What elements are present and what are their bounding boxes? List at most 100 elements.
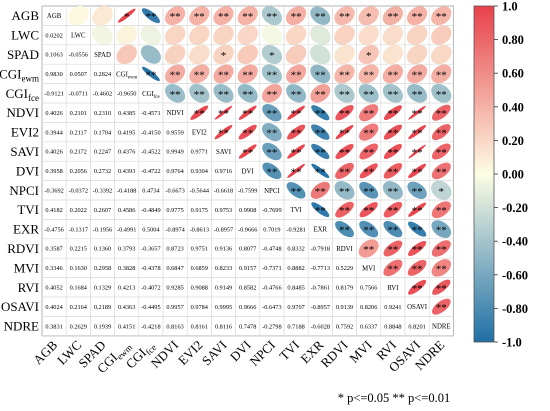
significance-mark: **	[436, 263, 447, 275]
colorbar-tick-label: 0.20	[502, 134, 524, 148]
significance-mark: **	[387, 128, 398, 140]
correlation-value: -0.3657	[141, 246, 160, 253]
correlation-ellipse	[262, 104, 282, 122]
correlation-ellipse	[311, 202, 330, 218]
significance-mark: **	[194, 108, 205, 120]
diagonal-label: EXR	[313, 227, 327, 234]
significance-mark: **	[266, 128, 277, 140]
significance-legend: * p<=0.05 ** p<=0.01	[338, 391, 451, 405]
correlation-value: 0.2189	[94, 304, 111, 311]
correlation-value: 0.8161	[191, 323, 208, 330]
row-label: NDRE	[4, 319, 39, 334]
correlation-value: 0.9949	[166, 149, 183, 156]
colorbar-tick-label: -0.60	[502, 268, 528, 282]
column-label: SAVI	[199, 337, 230, 368]
significance-mark: **	[363, 244, 374, 256]
correlation-value: 0.3831	[45, 323, 62, 330]
correlation-ellipse	[359, 104, 379, 122]
correlation-value: 0.9088	[191, 285, 208, 292]
correlation-ellipse	[406, 44, 428, 65]
significance-mark: **	[266, 89, 277, 101]
correlation-ellipse	[334, 6, 355, 26]
diagonal-label: TVI	[290, 207, 302, 214]
column-label: RDVI	[318, 337, 351, 370]
correlation-ellipse	[431, 298, 451, 315]
correlation-value: 0.8332	[287, 246, 304, 253]
correlation-ellipse	[287, 163, 305, 178]
correlation-ellipse	[214, 105, 233, 120]
significance-mark: **	[387, 147, 398, 159]
significance-mark: **	[412, 108, 423, 120]
correlation-ellipse	[237, 84, 258, 103]
significance-mark: **	[218, 89, 229, 101]
colorbar-tick-label: -0.40	[502, 235, 528, 249]
correlation-ellipse	[334, 181, 355, 200]
diagonal-label: RDVI	[336, 246, 353, 253]
correlation-value: 0.8882	[287, 265, 304, 272]
significance-mark: **	[339, 108, 350, 120]
correlation-value: 0.9707	[287, 304, 304, 311]
significance-mark: *	[124, 11, 130, 23]
correlation-value: 0.9304	[191, 168, 209, 175]
significance-mark: **	[436, 283, 447, 295]
correlation-ellipse	[359, 202, 378, 218]
correlation-value: -0.7599	[238, 188, 257, 195]
correlation-ellipse	[213, 25, 234, 45]
correlation-ellipse	[383, 144, 402, 159]
significance-mark: **	[436, 225, 447, 237]
correlation-ellipse	[383, 124, 402, 140]
correlation-ellipse	[261, 84, 282, 103]
matrix-grid: AGB * ** ** ** ** ** ** ** ** ** * ** ** **0.0202 LWC0.…	[41, 5, 454, 337]
diagonal-label: EVI2	[192, 130, 207, 137]
correlation-value: 0.9149	[215, 285, 232, 292]
correlation-ellipse	[335, 104, 354, 121]
correlation-ellipse	[262, 162, 282, 180]
correlation-value: -0.6618	[214, 188, 233, 195]
correlation-ellipse	[334, 25, 355, 45]
correlation-ellipse	[359, 123, 379, 141]
significance-mark: **	[436, 147, 447, 159]
significance-mark: **	[339, 69, 350, 81]
significance-mark: **	[170, 11, 181, 23]
correlation-ellipse	[262, 142, 282, 161]
correlation-value: 0.3587	[45, 246, 62, 253]
correlation-value: 0.8233	[215, 265, 232, 272]
significance-mark: **	[387, 11, 398, 23]
significance-mark: **	[194, 69, 205, 81]
correlation-ellipse	[431, 83, 452, 103]
correlation-value: 0.9764	[166, 168, 184, 175]
correlation-value: 0.8848	[384, 323, 401, 330]
correlation-ellipse	[286, 64, 307, 84]
correlation-ellipse	[311, 163, 330, 179]
correlation-value: 0.8582	[239, 285, 256, 292]
significance-mark: **	[291, 11, 302, 23]
correlation-ellipse	[213, 44, 234, 65]
significance-mark: **	[363, 166, 374, 178]
correlation-value: 0.5229	[336, 265, 353, 272]
significance-mark: **	[363, 205, 374, 217]
correlation-value: 0.9753	[215, 207, 232, 214]
correlation-value: -0.3692	[44, 188, 63, 195]
correlation-ellipse	[383, 163, 403, 179]
correlation-value: 0.8179	[336, 285, 353, 292]
row-label: TVI	[17, 202, 39, 217]
correlation-value: 0.8116	[215, 323, 232, 330]
correlation-value: -0.7699	[262, 207, 281, 214]
correlation-ellipse	[406, 25, 428, 45]
correlation-ellipse	[382, 25, 404, 45]
correlation-ellipse	[238, 144, 257, 159]
correlation-ellipse	[285, 25, 307, 45]
row-label: EVI2	[11, 125, 39, 140]
significance-mark: **	[339, 89, 350, 101]
correlation-ellipse	[261, 44, 283, 65]
correlation-value: -0.7713	[311, 265, 330, 272]
significance-mark: **	[412, 128, 423, 140]
correlation-ellipse	[358, 64, 379, 84]
significance-mark: **	[339, 205, 350, 217]
row-label: RVI	[18, 280, 39, 295]
correlation-ellipse	[164, 25, 186, 45]
correlation-value: 0.6859	[191, 265, 208, 272]
significance-mark: **	[412, 244, 423, 256]
correlation-value: 0.4734	[142, 188, 160, 195]
correlation-ellipse	[92, 25, 113, 45]
